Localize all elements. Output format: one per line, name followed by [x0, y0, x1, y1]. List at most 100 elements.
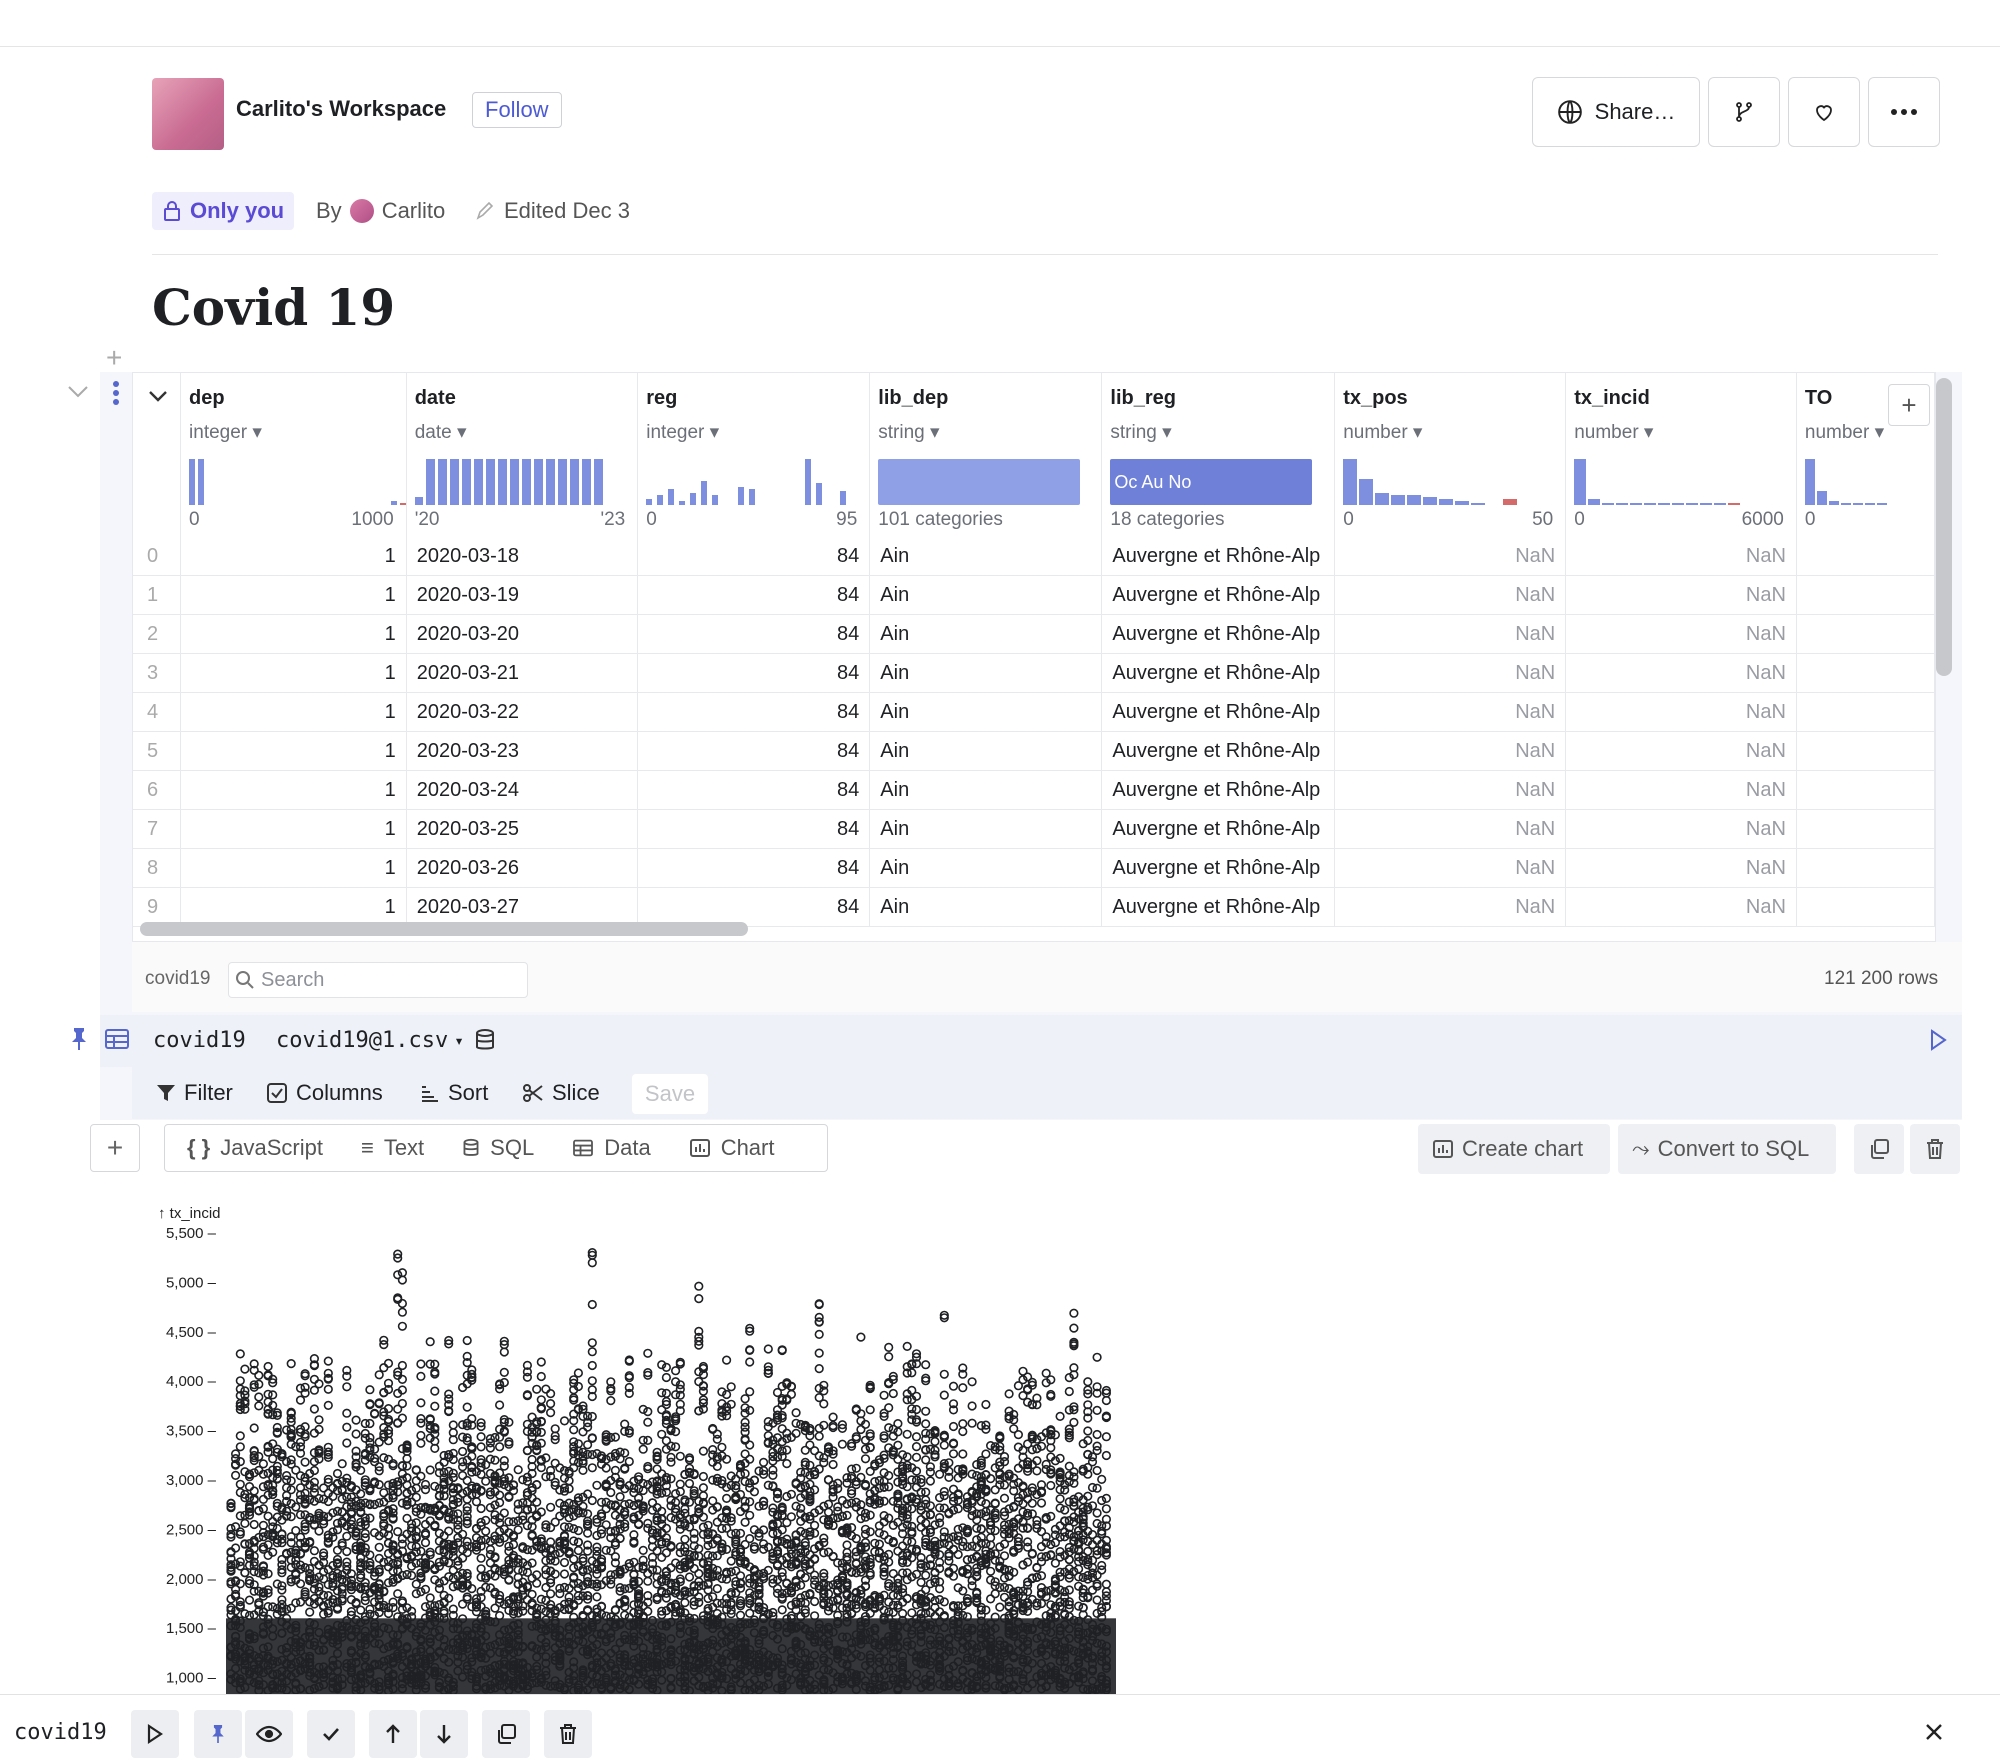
- author-name[interactable]: Carlito: [381, 198, 446, 223]
- cell-to[interactable]: [1796, 692, 1935, 732]
- cell-tx-pos[interactable]: NaN: [1334, 653, 1567, 693]
- like-button[interactable]: [1788, 77, 1860, 147]
- cell-tx-incid[interactable]: NaN: [1565, 537, 1797, 576]
- table-row[interactable]: 7 1 2020-03-25 84 Ain Auvergne et Rhône-Alp Na…: [133, 809, 1935, 849]
- column-histogram[interactable]: [1804, 457, 1934, 505]
- cell-date[interactable]: 2020-03-21: [406, 653, 639, 693]
- cell-tx-incid[interactable]: NaN: [1565, 692, 1797, 732]
- cell-tx-pos[interactable]: NaN: [1334, 809, 1567, 849]
- cell-tx-incid[interactable]: NaN: [1565, 731, 1797, 771]
- cell-tx-incid[interactable]: NaN: [1565, 887, 1797, 927]
- row-index[interactable]: 8: [133, 848, 182, 888]
- column-header-reg[interactable]: reg integer ▾ 0 95: [637, 373, 871, 537]
- slice-button[interactable]: Slice: [522, 1080, 600, 1106]
- cell-tx-pos[interactable]: NaN: [1334, 887, 1567, 927]
- cell-dep[interactable]: 1: [180, 575, 407, 615]
- workspace-logo[interactable]: [152, 78, 224, 150]
- collapse-header[interactable]: [133, 373, 182, 537]
- cell-date[interactable]: 2020-03-25: [406, 809, 639, 849]
- column-header-tx-incid[interactable]: tx_incid number ▾ 0 6000: [1565, 373, 1797, 537]
- table-row[interactable]: 6 1 2020-03-24 84 Ain Auvergne et Rhône-Alp Na…: [133, 770, 1935, 810]
- insert-chart-button[interactable]: Chart: [689, 1135, 774, 1161]
- cell-dep[interactable]: 1: [180, 809, 407, 849]
- column-header-dep[interactable]: dep integer ▾ 0 1000: [180, 373, 407, 537]
- run-cell-icon[interactable]: [1928, 1028, 1948, 1057]
- column-histogram[interactable]: Oc Au No: [1110, 457, 1334, 505]
- table-row[interactable]: 2 1 2020-03-20 84 Ain Auvergne et Rhône-Alp Na…: [133, 614, 1935, 654]
- row-index[interactable]: 7: [133, 809, 182, 849]
- row-index[interactable]: 1: [133, 575, 182, 615]
- cell-reg[interactable]: 84: [637, 537, 871, 576]
- table-row[interactable]: 0 1 2020-03-18 84 Ain Auvergne et Rhône-Alp Na…: [133, 537, 1935, 576]
- more-button[interactable]: [1868, 77, 1940, 147]
- edited-label[interactable]: Edited Dec 3: [504, 198, 630, 223]
- cell-tx-incid[interactable]: NaN: [1565, 575, 1797, 615]
- column-histogram[interactable]: [414, 457, 638, 505]
- table-row[interactable]: 8 1 2020-03-26 84 Ain Auvergne et Rhône-Alp Na…: [133, 848, 1935, 888]
- cell-to[interactable]: [1796, 614, 1935, 654]
- column-type-dropdown[interactable]: number ▾: [1574, 422, 1654, 443]
- column-header-lib-dep[interactable]: lib_dep string ▾ 101 categories: [869, 373, 1103, 537]
- table-row[interactable]: 9 1 2020-03-27 84 Ain Auvergne et Rhône-Alp Na…: [133, 887, 1935, 927]
- pin-icon[interactable]: [68, 1026, 90, 1057]
- cell-tx-pos[interactable]: NaN: [1334, 770, 1567, 810]
- visibility-badge[interactable]: Only you: [152, 192, 295, 230]
- cell-tx-pos[interactable]: NaN: [1334, 575, 1567, 615]
- cell-lib-dep[interactable]: Ain: [869, 848, 1103, 888]
- cell-lib-reg[interactable]: Auvergne et Rhône-Alp: [1101, 848, 1336, 888]
- row-index[interactable]: 3: [133, 653, 182, 693]
- cell-lib-reg[interactable]: Auvergne et Rhône-Alp: [1101, 537, 1336, 576]
- cell-to[interactable]: [1796, 653, 1935, 693]
- cell-lib-reg[interactable]: Auvergne et Rhône-Alp: [1101, 614, 1336, 654]
- fork-button[interactable]: [1708, 77, 1780, 147]
- cell-date[interactable]: 2020-03-26: [406, 848, 639, 888]
- column-histogram[interactable]: [1343, 457, 1565, 505]
- cell-tx-pos[interactable]: NaN: [1334, 537, 1567, 576]
- cell-lib-dep[interactable]: Ain: [869, 614, 1103, 654]
- column-histogram[interactable]: [189, 457, 406, 505]
- cell-tx-pos[interactable]: NaN: [1334, 731, 1567, 771]
- cell-menu-icon[interactable]: [112, 380, 120, 411]
- page-title[interactable]: Covid 19: [152, 278, 396, 337]
- add-cell-button[interactable]: +: [90, 1124, 140, 1172]
- row-index[interactable]: 9: [133, 887, 182, 927]
- column-header-date[interactable]: date date ▾ '20'23: [406, 373, 639, 537]
- column-type-dropdown[interactable]: number ▾: [1343, 422, 1423, 443]
- cell-lib-reg[interactable]: Auvergne et Rhône-Alp: [1101, 653, 1336, 693]
- data-table[interactable]: dep integer ▾ 0 1000 date date ▾ '20'23: [132, 372, 1936, 942]
- column-histogram[interactable]: [1574, 457, 1796, 505]
- follow-button[interactable]: Follow: [472, 92, 562, 128]
- table-row[interactable]: 4 1 2020-03-22 84 Ain Auvergne et Rhône-Alp Na…: [133, 692, 1935, 732]
- cell-tx-incid[interactable]: NaN: [1565, 809, 1797, 849]
- create-chart-button[interactable]: Create chart: [1418, 1124, 1610, 1174]
- cell-lib-reg[interactable]: Auvergne et Rhône-Alp: [1101, 770, 1336, 810]
- cell-lib-reg[interactable]: Auvergne et Rhône-Alp: [1101, 731, 1336, 771]
- cell-lib-dep[interactable]: Ain: [869, 887, 1103, 927]
- add-cell-above-icon[interactable]: +: [106, 342, 123, 373]
- cell-date[interactable]: 2020-03-22: [406, 692, 639, 732]
- table-row[interactable]: 3 1 2020-03-21 84 Ain Auvergne et Rhône-Alp Na…: [133, 653, 1935, 693]
- cell-lib-dep[interactable]: Ain: [869, 770, 1103, 810]
- row-index[interactable]: 6: [133, 770, 182, 810]
- cell-tx-incid[interactable]: NaN: [1565, 770, 1797, 810]
- cell-tx-incid[interactable]: NaN: [1565, 614, 1797, 654]
- row-index[interactable]: 0: [133, 537, 182, 576]
- cell-dep[interactable]: 1: [180, 848, 407, 888]
- filter-button[interactable]: Filter: [156, 1080, 233, 1106]
- cell-to[interactable]: [1796, 575, 1935, 615]
- cell-lib-reg[interactable]: Auvergne et Rhône-Alp: [1101, 887, 1336, 927]
- column-type-dropdown[interactable]: date ▾: [414, 422, 467, 443]
- row-index[interactable]: 2: [133, 614, 182, 654]
- cell-reg[interactable]: 84: [637, 848, 871, 888]
- sort-button[interactable]: Sort: [420, 1080, 488, 1106]
- cell-lib-reg[interactable]: Auvergne et Rhône-Alp: [1101, 575, 1336, 615]
- convert-to-sql-button[interactable]: ⤳ Convert to SQL: [1618, 1124, 1836, 1174]
- cell-to[interactable]: [1796, 809, 1935, 849]
- cell-dep[interactable]: 1: [180, 614, 407, 654]
- vertical-scrollbar[interactable]: [1936, 378, 1952, 676]
- columns-button[interactable]: Columns: [266, 1080, 383, 1106]
- cell-date[interactable]: 2020-03-20: [406, 614, 639, 654]
- table-row[interactable]: 5 1 2020-03-23 84 Ain Auvergne et Rhône-Alp Na…: [133, 731, 1935, 771]
- column-histogram[interactable]: [646, 457, 869, 505]
- cell-lib-reg[interactable]: Auvergne et Rhône-Alp: [1101, 692, 1336, 732]
